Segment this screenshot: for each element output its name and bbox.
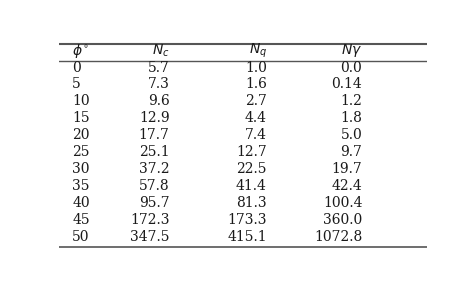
Text: 25: 25 <box>72 145 90 159</box>
Text: 95.7: 95.7 <box>139 196 169 210</box>
Text: 5: 5 <box>72 78 81 91</box>
Text: 35: 35 <box>72 179 90 193</box>
Text: $\phi^{\circ}$: $\phi^{\circ}$ <box>72 42 89 60</box>
Text: 57.8: 57.8 <box>139 179 169 193</box>
Text: 1.0: 1.0 <box>245 60 267 75</box>
Text: 40: 40 <box>72 196 90 210</box>
Text: 5.0: 5.0 <box>340 128 362 142</box>
Text: 5.7: 5.7 <box>147 60 169 75</box>
Text: 12.7: 12.7 <box>236 145 267 159</box>
Text: 45: 45 <box>72 213 90 227</box>
Text: 1.2: 1.2 <box>340 94 362 108</box>
Text: 81.3: 81.3 <box>236 196 267 210</box>
Text: 2.7: 2.7 <box>245 94 267 108</box>
Text: 10: 10 <box>72 94 90 108</box>
Text: 17.7: 17.7 <box>138 128 169 142</box>
Text: 41.4: 41.4 <box>236 179 267 193</box>
Text: 42.4: 42.4 <box>332 179 362 193</box>
Text: 50: 50 <box>72 230 90 244</box>
Text: 15: 15 <box>72 111 90 125</box>
Text: 0.0: 0.0 <box>340 60 362 75</box>
Text: 22.5: 22.5 <box>237 162 267 176</box>
Text: 1.8: 1.8 <box>340 111 362 125</box>
Text: 347.5: 347.5 <box>130 230 169 244</box>
Text: 7.4: 7.4 <box>245 128 267 142</box>
Text: 415.1: 415.1 <box>227 230 267 244</box>
Text: 9.6: 9.6 <box>148 94 169 108</box>
Text: 37.2: 37.2 <box>139 162 169 176</box>
Text: 7.3: 7.3 <box>147 78 169 91</box>
Text: 25.1: 25.1 <box>139 145 169 159</box>
Text: 1.6: 1.6 <box>245 78 267 91</box>
Text: 4.4: 4.4 <box>245 111 267 125</box>
Text: 172.3: 172.3 <box>130 213 169 227</box>
Text: 9.7: 9.7 <box>340 145 362 159</box>
Text: 0.14: 0.14 <box>332 78 362 91</box>
Text: 0: 0 <box>72 60 81 75</box>
Text: 360.0: 360.0 <box>323 213 362 227</box>
Text: 173.3: 173.3 <box>228 213 267 227</box>
Text: 20: 20 <box>72 128 90 142</box>
Text: $N_q$: $N_q$ <box>248 42 267 60</box>
Text: 100.4: 100.4 <box>323 196 362 210</box>
Text: 19.7: 19.7 <box>332 162 362 176</box>
Text: 1072.8: 1072.8 <box>314 230 362 244</box>
Text: 12.9: 12.9 <box>139 111 169 125</box>
Text: $N\gamma$: $N\gamma$ <box>341 42 362 59</box>
Text: 30: 30 <box>72 162 90 176</box>
Text: $N_c$: $N_c$ <box>152 42 169 59</box>
